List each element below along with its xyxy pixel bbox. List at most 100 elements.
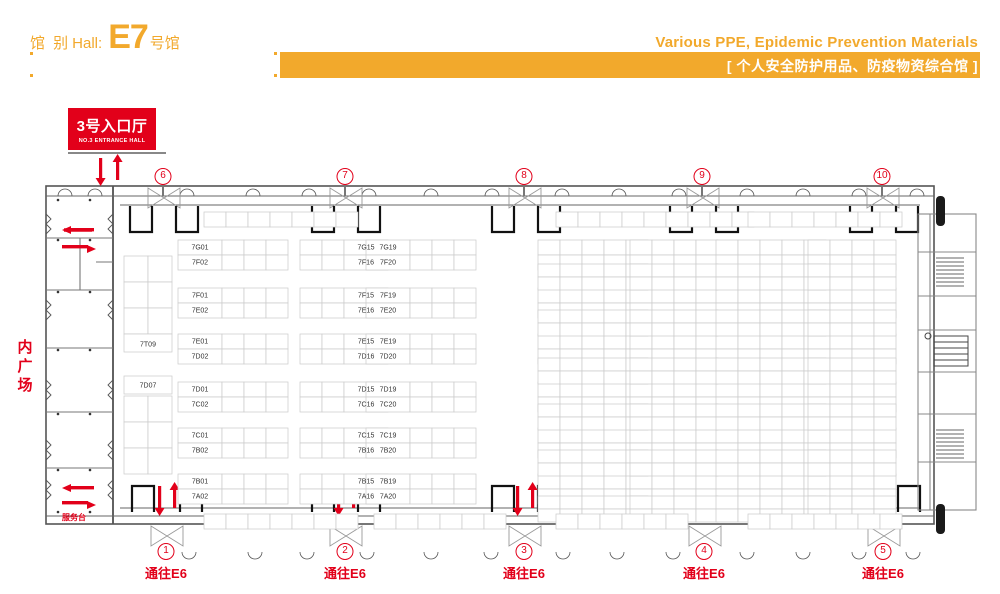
booth-cell[interactable] — [461, 513, 485, 530]
booth-cell[interactable] — [265, 427, 289, 444]
booth-cell[interactable] — [453, 239, 477, 256]
booth-cell[interactable] — [265, 381, 289, 398]
booth-cell[interactable] — [673, 309, 697, 324]
booth-cell[interactable] — [715, 403, 739, 418]
booth-cell[interactable] — [673, 263, 697, 278]
booth-cell[interactable] — [243, 348, 267, 365]
booth-cell[interactable] — [651, 309, 675, 324]
booth-cell[interactable] — [431, 488, 455, 505]
booth-cell[interactable] — [299, 254, 323, 271]
booth-cell[interactable] — [409, 381, 433, 398]
booth-cell[interactable] — [873, 449, 897, 464]
booth-cell[interactable] — [603, 416, 627, 431]
booth-cell[interactable] — [335, 211, 359, 228]
booth-cell[interactable] — [737, 322, 761, 337]
booth-cell[interactable] — [737, 495, 761, 510]
booth-cell[interactable] — [123, 255, 149, 283]
booth-cell[interactable] — [673, 357, 697, 372]
booth-cell[interactable] — [335, 513, 359, 530]
booth-cell[interactable] — [431, 287, 455, 304]
booth-cell[interactable] — [747, 513, 771, 530]
booth-cell[interactable] — [453, 287, 477, 304]
booth-cell[interactable] — [737, 263, 761, 278]
top-marker-8[interactable]: 8 — [515, 168, 533, 185]
booth-cell[interactable] — [737, 357, 761, 372]
booth-cell[interactable] — [651, 403, 675, 418]
booth-cell[interactable] — [829, 449, 853, 464]
booth-cell[interactable] — [409, 488, 433, 505]
booth-cell[interactable] — [873, 495, 897, 510]
booth-cell[interactable] — [781, 416, 805, 431]
booth-cell[interactable] — [695, 370, 719, 385]
booth-cell[interactable] — [321, 348, 345, 365]
booth-cell[interactable] — [715, 508, 739, 523]
booth-cell[interactable] — [409, 473, 433, 490]
booth-cell[interactable] — [313, 211, 337, 228]
booth-cell[interactable] — [807, 309, 831, 324]
booth-cell[interactable] — [781, 495, 805, 510]
booth-cell[interactable] — [431, 239, 455, 256]
booth-cell[interactable] — [243, 427, 267, 444]
booth-cell[interactable] — [559, 403, 583, 418]
booth-cell[interactable] — [629, 370, 653, 385]
booth-cell[interactable] — [829, 495, 853, 510]
booth-cell[interactable] — [559, 370, 583, 385]
booth-cell[interactable] — [431, 302, 455, 319]
booth-cell[interactable] — [851, 495, 875, 510]
booth-cell[interactable] — [737, 403, 761, 418]
booth-cell[interactable] — [673, 449, 697, 464]
booth-cell[interactable] — [221, 287, 245, 304]
booth-cell[interactable] — [203, 211, 227, 228]
booth-cell[interactable] — [299, 488, 323, 505]
booth-cell[interactable] — [431, 381, 455, 398]
booth-cell[interactable] — [417, 513, 441, 530]
booth-cell[interactable] — [243, 488, 267, 505]
booth-cell[interactable] — [559, 322, 583, 337]
booth-cell[interactable] — [857, 513, 881, 530]
booth-cell[interactable] — [299, 442, 323, 459]
booth-cell[interactable] — [581, 403, 605, 418]
booth-cell[interactable] — [629, 357, 653, 372]
booth-cell[interactable] — [851, 370, 875, 385]
booth-cell[interactable] — [873, 322, 897, 337]
booth-cell[interactable] — [559, 263, 583, 278]
exit-marker-2[interactable]: 2 — [336, 543, 354, 560]
booth-cell[interactable] — [409, 333, 433, 350]
booth-cell[interactable] — [299, 333, 323, 350]
booth-cell[interactable] — [873, 263, 897, 278]
booth-cell[interactable] — [555, 513, 579, 530]
booth-cell[interactable] — [737, 416, 761, 431]
booth-cell[interactable] — [221, 473, 245, 490]
booth-cell[interactable] — [581, 495, 605, 510]
booth-cell[interactable] — [453, 442, 477, 459]
booth-cell[interactable] — [603, 370, 627, 385]
booth-cell[interactable] — [629, 495, 653, 510]
booth-cell[interactable] — [299, 348, 323, 365]
booth-cell[interactable] — [737, 462, 761, 477]
booth-cell[interactable] — [221, 381, 245, 398]
booth-cell[interactable] — [453, 333, 477, 350]
booth-cell[interactable] — [807, 263, 831, 278]
booth-cell[interactable] — [247, 513, 271, 530]
booth-cell[interactable] — [781, 357, 805, 372]
booth-cell[interactable] — [695, 309, 719, 324]
booth-cell[interactable] — [221, 254, 245, 271]
booth-cell[interactable] — [715, 370, 739, 385]
booth-cell[interactable] — [807, 449, 831, 464]
booth-cell[interactable] — [781, 322, 805, 337]
booth-cell[interactable] — [665, 211, 689, 228]
booth-cell[interactable] — [829, 322, 853, 337]
booth-cell[interactable] — [759, 276, 783, 291]
booth-cell[interactable] — [265, 287, 289, 304]
booth-cell[interactable] — [715, 357, 739, 372]
booth-cell[interactable] — [431, 396, 455, 413]
booth-cell[interactable] — [599, 211, 623, 228]
booth-cell[interactable] — [629, 462, 653, 477]
booth-cell[interactable] — [537, 322, 561, 337]
booth-cell[interactable] — [673, 276, 697, 291]
booth-cell[interactable] — [559, 357, 583, 372]
booth-cell[interactable] — [695, 322, 719, 337]
booth-cell[interactable] — [123, 375, 173, 395]
booth-cell[interactable] — [147, 447, 173, 475]
booth-cell[interactable] — [321, 427, 345, 444]
